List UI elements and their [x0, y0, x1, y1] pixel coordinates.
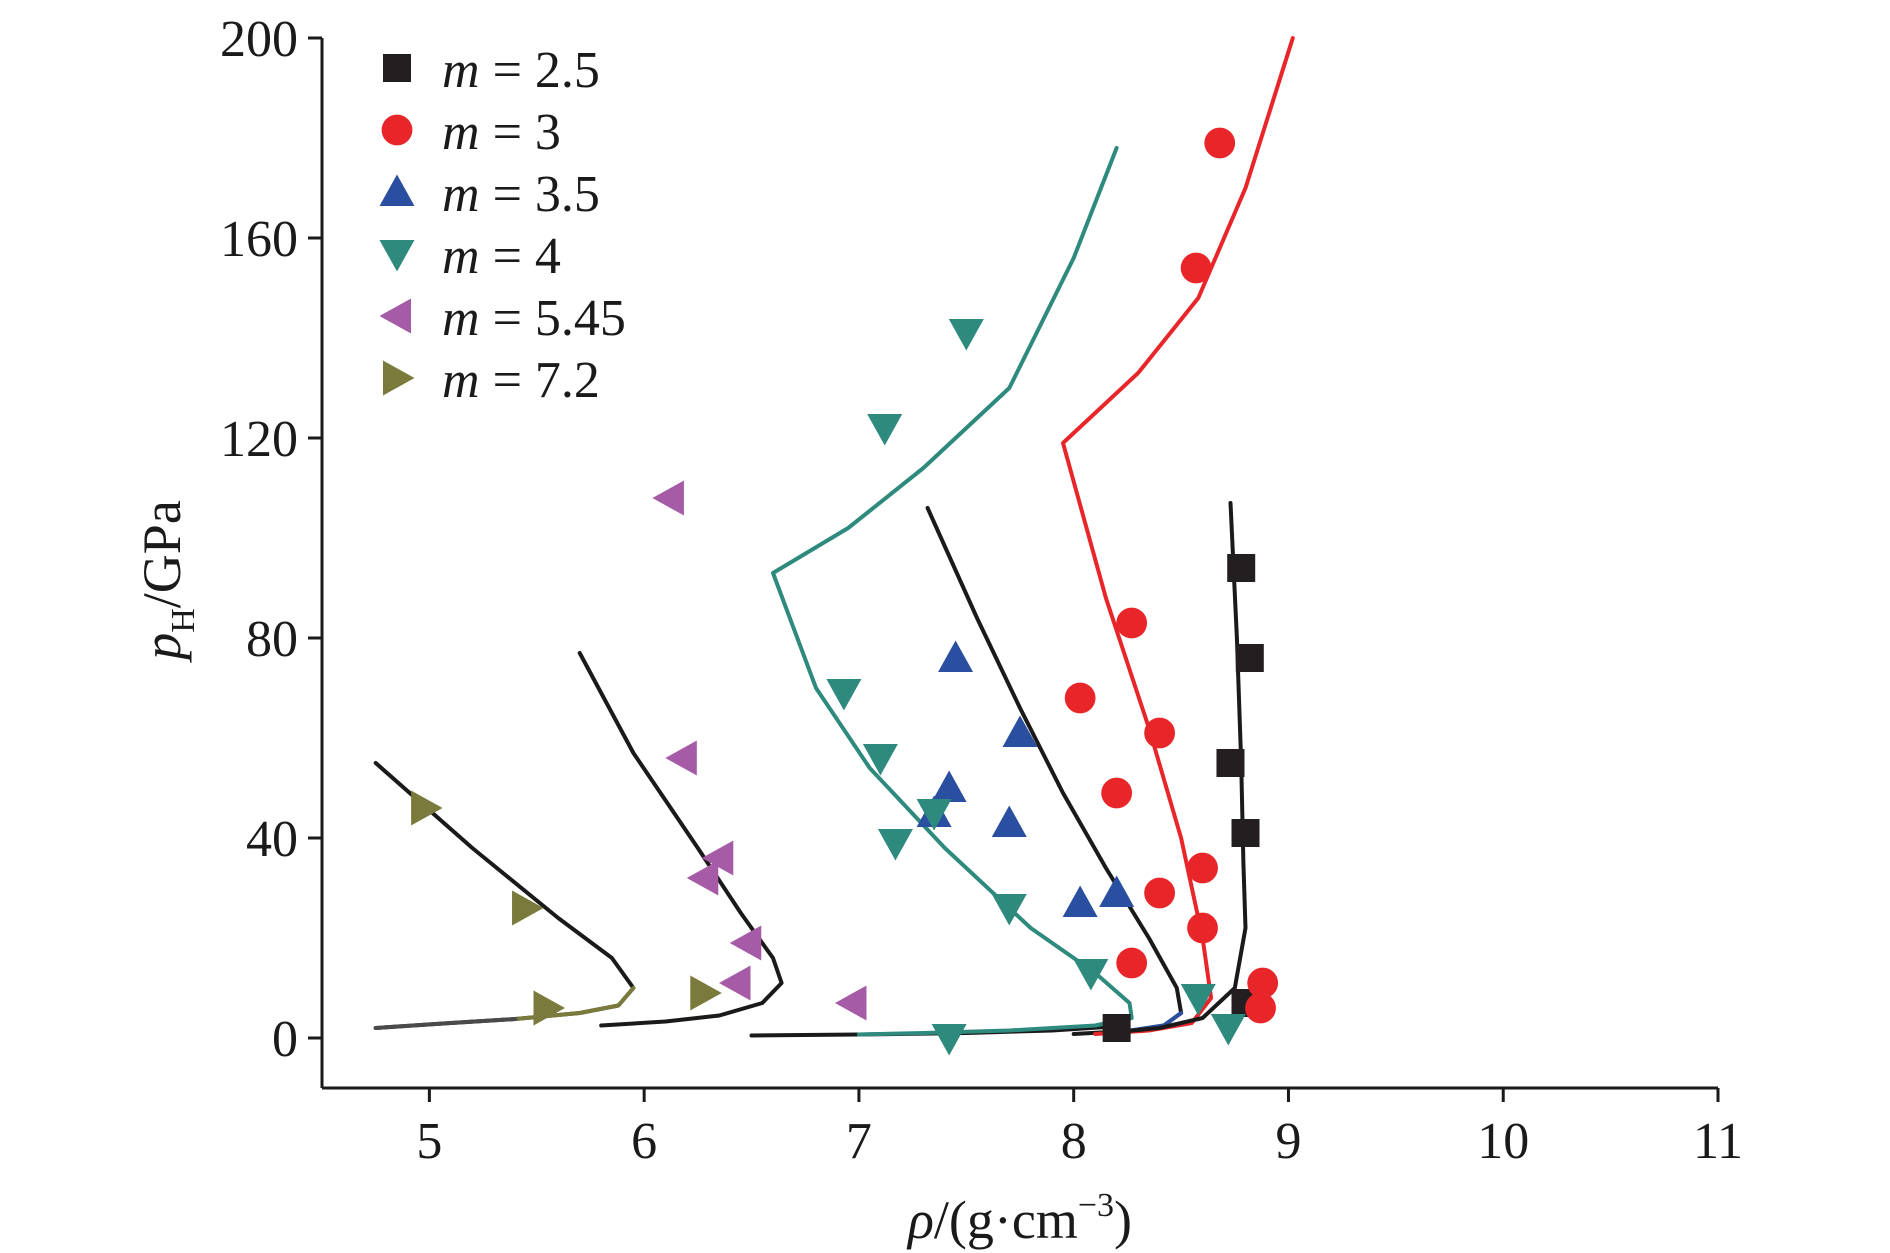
y-axis-label: pH/GPa	[132, 500, 202, 664]
data-point-s2-2	[1180, 252, 1212, 284]
legend-label-4: m = 4	[442, 228, 561, 285]
data-point-s6-1	[411, 790, 443, 826]
legend-marker-5	[379, 298, 411, 334]
fit-curve-5	[771, 146, 1134, 1037]
data-point-s4-2	[867, 414, 903, 446]
data-point-s3-7	[1099, 875, 1135, 907]
fit-curve-3	[577, 651, 784, 1028]
x-tick-label: 6	[631, 1113, 657, 1170]
data-point-s5-7	[834, 985, 867, 1021]
data-point-s2-4	[1064, 682, 1096, 714]
data-point-s1-1	[1227, 554, 1256, 582]
data-point-s1-3	[1216, 749, 1245, 777]
legend-label-6: m = 7.2	[442, 352, 600, 409]
legend-label-2: m = 3	[442, 104, 561, 161]
y-tick-label: 40	[246, 811, 298, 868]
legend-marker-1	[383, 54, 411, 82]
data-point-s2-5	[1144, 717, 1175, 749]
fit-curve-10	[373, 1017, 518, 1030]
y-tick-label: 120	[220, 411, 298, 468]
data-point-s5-2	[665, 740, 697, 776]
data-point-s6-4	[690, 975, 722, 1011]
x-tick-label: 11	[1693, 1113, 1743, 1170]
legend-marker-4	[379, 240, 415, 272]
legend-marker-3	[379, 174, 415, 206]
data-point-s5-4	[686, 860, 719, 896]
data-point-s2-9	[1187, 912, 1218, 944]
data-point-s4-1	[948, 319, 984, 351]
data-point-s3-6	[1062, 885, 1098, 917]
data-point-s2-6	[1101, 777, 1133, 809]
data-point-s5-3	[701, 840, 734, 876]
data-point-s4-4	[862, 744, 898, 776]
data-point-s3-1	[938, 640, 974, 672]
y-tick-label: 160	[220, 211, 298, 268]
legend: m = 2.5m = 3m = 3.5m = 4m = 5.45m = 7.2	[379, 42, 626, 409]
data-point-s1-2	[1235, 644, 1264, 672]
x-axis-label: ρ/(g·cm−3)	[906, 1187, 1132, 1250]
legend-marker-6	[383, 360, 415, 396]
data-point-s5-1	[652, 480, 684, 516]
data-point-s3-2	[1002, 715, 1038, 747]
data-point-s1-4	[1231, 819, 1260, 847]
data-point-s2-12	[1245, 992, 1276, 1024]
data-point-s4-11	[931, 1024, 967, 1056]
data-point-s4-5	[877, 829, 913, 861]
data-point-s1-6	[1102, 1014, 1131, 1042]
data-point-s6-2	[512, 890, 544, 926]
data-point-s3-4	[991, 805, 1027, 837]
x-tick-label: 10	[1477, 1113, 1529, 1170]
data-point-s2-3	[1116, 607, 1148, 639]
fit-curve-8	[1061, 36, 1295, 1036]
data-point-s2-7	[1187, 852, 1218, 884]
data-points	[411, 127, 1279, 1056]
y-tick-label: 80	[246, 611, 298, 668]
x-tick-label: 8	[1061, 1113, 1087, 1170]
data-point-s2-11	[1247, 967, 1279, 999]
data-point-s2-1	[1204, 127, 1236, 159]
data-point-s4-10	[1210, 1014, 1246, 1046]
fit-curve-9	[1114, 501, 1248, 1034]
data-point-s2-10	[1116, 947, 1148, 979]
legend-label-3: m = 3.5	[442, 166, 600, 223]
fit-curves	[373, 36, 1295, 1038]
data-point-s5-5	[729, 925, 762, 961]
data-point-s4-3	[826, 679, 862, 711]
fit-curve-2	[513, 986, 636, 1021]
data-point-s3-3	[931, 770, 967, 802]
data-point-s4-9	[1180, 984, 1216, 1016]
x-ticks: 5 6 7 8 9 10 11	[416, 1088, 1743, 1170]
data-point-s6-3	[533, 990, 566, 1026]
y-ticks: 0 40 80 120 160 200	[220, 11, 322, 1068]
data-point-s5-6	[719, 965, 751, 1001]
legend-label-1: m = 2.5	[442, 42, 600, 99]
x-tick-label: 7	[846, 1113, 872, 1170]
data-point-s4-8	[1073, 959, 1109, 991]
y-tick-label: 0	[272, 1011, 298, 1068]
data-point-s4-7	[991, 894, 1027, 926]
y-tick-label: 200	[220, 11, 298, 68]
data-point-s2-8	[1144, 877, 1175, 909]
legend-marker-2	[381, 114, 413, 146]
axes	[320, 38, 1718, 1090]
x-tick-label: 5	[416, 1113, 442, 1170]
legend-label-5: m = 5.45	[442, 290, 626, 347]
x-tick-label: 9	[1275, 1113, 1301, 1170]
data-point-s4-6	[916, 799, 952, 831]
